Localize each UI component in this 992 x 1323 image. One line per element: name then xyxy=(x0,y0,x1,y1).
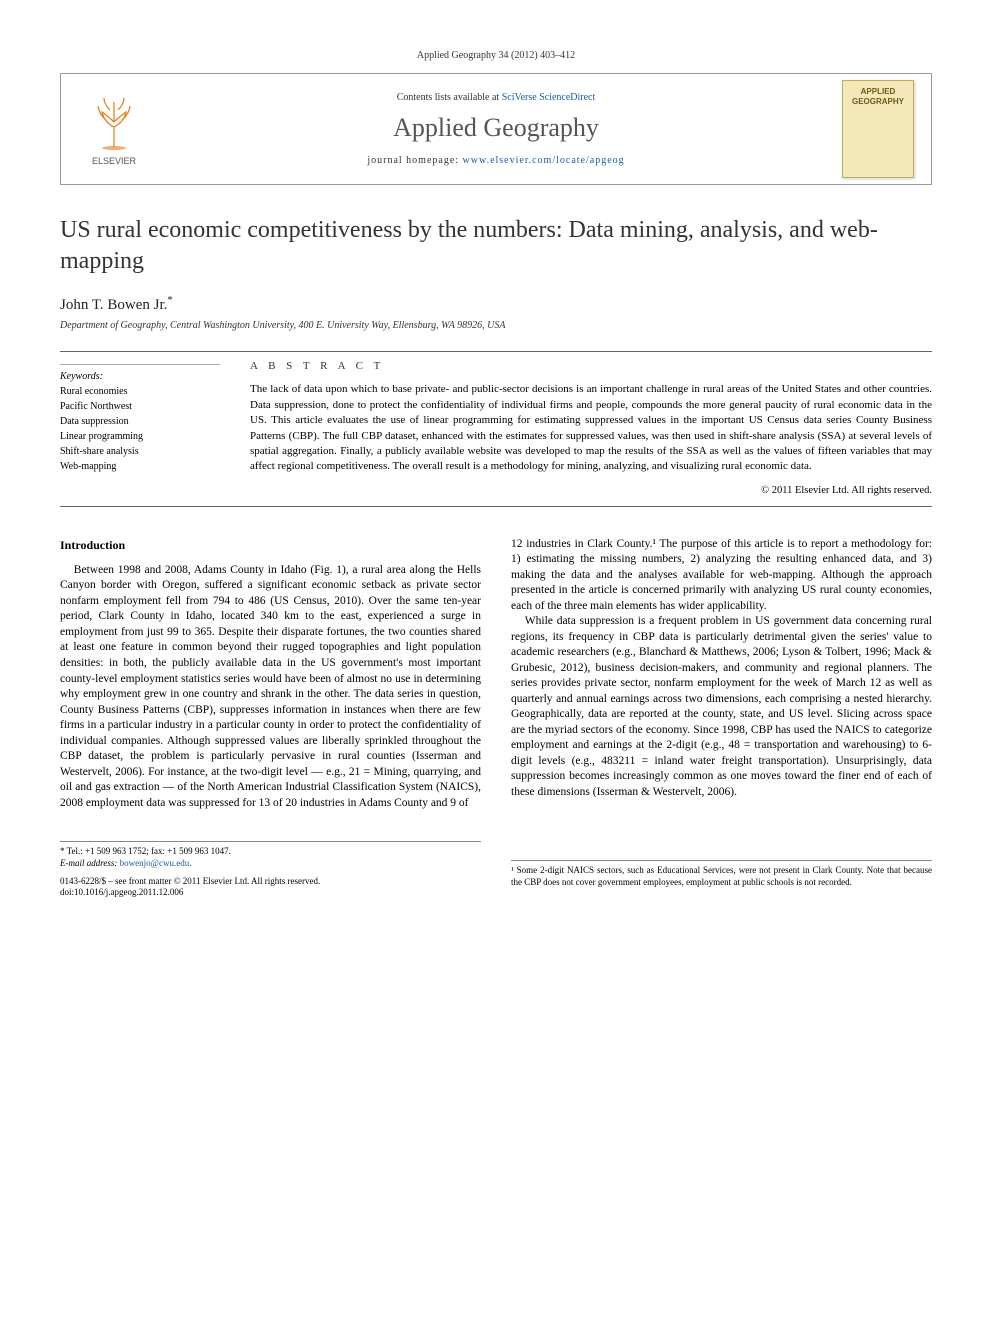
abstract-text: The lack of data upon which to base priv… xyxy=(250,382,932,474)
journal-cover-text2: GEOGRAPHY xyxy=(852,97,904,107)
article-title: US rural economic competitiveness by the… xyxy=(60,215,932,277)
body-two-columns: Introduction Between 1998 and 2008, Adam… xyxy=(60,537,932,899)
keyword-item: Rural economies xyxy=(60,384,220,399)
publisher-name: ELSEVIER xyxy=(92,156,136,166)
keyword-item: Web-mapping xyxy=(60,459,220,474)
doi-block: 0143-6228/$ – see front matter © 2011 El… xyxy=(60,876,481,899)
body-left-column: Introduction Between 1998 and 2008, Adam… xyxy=(60,537,481,899)
journal-cover-text1: APPLIED xyxy=(861,87,896,97)
rule-below-abstract xyxy=(60,506,932,507)
doi-line: doi:10.1016/j.apgeog.2011.12.006 xyxy=(60,887,481,899)
body-paragraph: Between 1998 and 2008, Adams County in I… xyxy=(60,563,481,811)
right-footnotes: ¹ Some 2-digit NAICS sectors, such as Ed… xyxy=(511,860,932,888)
keyword-item: Data suppression xyxy=(60,414,220,429)
keywords-top-rule xyxy=(60,364,220,365)
sciversedirect-link[interactable]: SciVerse ScienceDirect xyxy=(502,92,596,103)
email-label: E-mail address: xyxy=(60,858,117,868)
contents-available-line: Contents lists available at SciVerse Sci… xyxy=(397,92,596,103)
keywords-heading: Keywords: xyxy=(60,369,220,384)
corresponding-tel: * Tel.: +1 509 963 1752; fax: +1 509 963… xyxy=(60,846,481,858)
abstract-column: A B S T R A C T The lack of data upon wh… xyxy=(250,360,932,495)
journal-cover-block: APPLIED GEOGRAPHY xyxy=(825,74,931,184)
journal-title: Applied Geography xyxy=(393,113,599,143)
keyword-item: Linear programming xyxy=(60,429,220,444)
journal-homepage-line: journal homepage: www.elsevier.com/locat… xyxy=(367,155,624,166)
author-affiliation: Department of Geography, Central Washing… xyxy=(60,320,932,331)
keywords-column: Keywords: Rural economies Pacific Northw… xyxy=(60,360,220,495)
homepage-prefix: journal homepage: xyxy=(367,155,462,166)
author-name: John T. Bowen Jr. xyxy=(60,297,167,313)
introduction-heading: Introduction xyxy=(60,537,481,553)
footnote-1: ¹ Some 2-digit NAICS sectors, such as Ed… xyxy=(511,865,932,888)
paper-page: Applied Geography 34 (2012) 403–412 ELSE… xyxy=(0,0,992,939)
elsevier-tree-icon xyxy=(84,92,144,152)
author-line: John T. Bowen Jr.* xyxy=(60,295,932,314)
publisher-block: ELSEVIER xyxy=(61,74,167,184)
journal-homepage-link[interactable]: www.elsevier.com/locate/apgeog xyxy=(463,155,625,166)
abstract-heading: A B S T R A C T xyxy=(250,360,932,372)
keyword-item: Pacific Northwest xyxy=(60,399,220,414)
abstract-copyright: © 2011 Elsevier Ltd. All rights reserved… xyxy=(250,485,932,496)
front-matter-line: 0143-6228/$ – see front matter © 2011 El… xyxy=(60,876,481,888)
header-citation: Applied Geography 34 (2012) 403–412 xyxy=(60,50,932,61)
body-right-column: 12 industries in Clark County.¹ The purp… xyxy=(511,537,932,899)
rule-above-abstract xyxy=(60,351,932,352)
abstract-block: Keywords: Rural economies Pacific Northw… xyxy=(60,360,932,495)
author-corresponding-marker: * xyxy=(167,295,172,306)
body-paragraph: While data suppression is a frequent pro… xyxy=(511,614,932,800)
journal-cover-icon: APPLIED GEOGRAPHY xyxy=(842,80,914,178)
left-footnotes: * Tel.: +1 509 963 1752; fax: +1 509 963… xyxy=(60,841,481,869)
keyword-item: Shift-share analysis xyxy=(60,444,220,459)
body-paragraph: 12 industries in Clark County.¹ The purp… xyxy=(511,537,932,615)
corresponding-email-link[interactable]: bowenjo@cwu.edu. xyxy=(120,858,192,868)
contents-prefix: Contents lists available at xyxy=(397,92,502,103)
journal-masthead: ELSEVIER Contents lists available at Sci… xyxy=(60,73,932,185)
corresponding-email-line: E-mail address: bowenjo@cwu.edu. xyxy=(60,858,481,870)
masthead-center: Contents lists available at SciVerse Sci… xyxy=(167,74,825,184)
